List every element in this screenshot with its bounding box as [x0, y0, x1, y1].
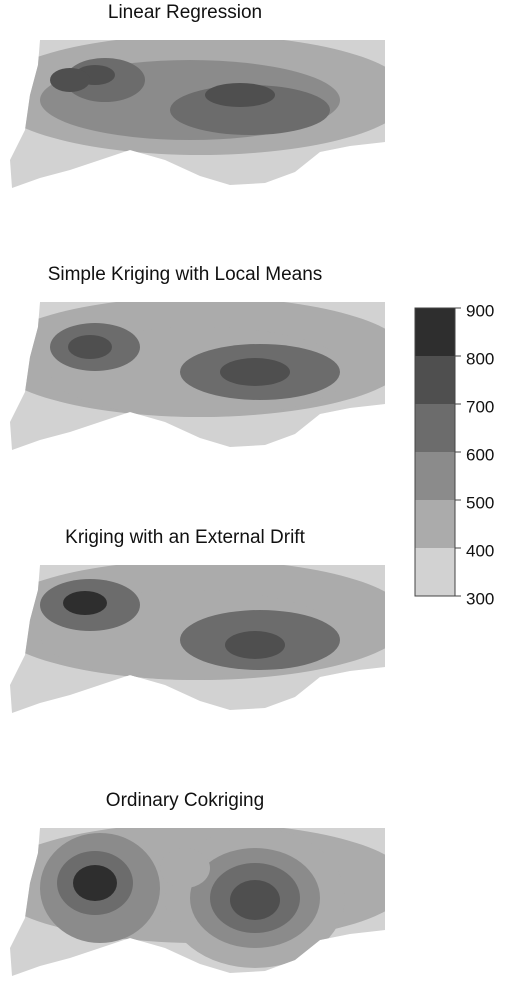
- panel-title: Simple Kriging with Local Means: [48, 264, 323, 285]
- legend-band: [415, 404, 455, 452]
- map-zone: [160, 848, 210, 888]
- map-zone: [50, 68, 90, 92]
- map-zone: [63, 591, 107, 615]
- map-zone: [68, 335, 112, 359]
- map-shading: [0, 35, 410, 155]
- legend-tick-label: 700: [466, 397, 494, 416]
- map-panel: Simple Kriging with Local Means: [0, 264, 410, 450]
- map-shading: [0, 560, 410, 680]
- legend-band: [415, 356, 455, 404]
- legend-band: [415, 500, 455, 548]
- figure: Linear Regression Simple Kriging with Loc…: [0, 0, 512, 988]
- panel-title: Kriging with an External Drift: [65, 527, 305, 548]
- map-zone: [220, 358, 290, 386]
- panel-title: Ordinary Cokriging: [106, 790, 264, 811]
- map-zone: [230, 880, 280, 920]
- map-panel: Ordinary Cokriging: [0, 790, 410, 976]
- legend-tick-label: 300: [466, 589, 494, 608]
- panels: Linear Regression Simple Kriging with Loc…: [0, 2, 410, 976]
- legend-band: [415, 452, 455, 500]
- map-shading: [0, 297, 410, 417]
- map-panel: Kriging with an External Drift: [0, 527, 410, 713]
- legend-band: [415, 308, 455, 356]
- legend-tick-label: 500: [466, 493, 494, 512]
- legend-tick-label: 400: [466, 541, 494, 560]
- map-zone: [73, 865, 117, 901]
- map-zone: [205, 83, 275, 107]
- map-zone: [225, 631, 285, 659]
- legend-tick-label: 800: [466, 349, 494, 368]
- legend: 900 800 700 600 500 400 300: [415, 301, 494, 608]
- legend-band: [415, 548, 455, 596]
- panel-title: Linear Regression: [108, 2, 262, 23]
- map-panel: Linear Regression: [0, 2, 410, 188]
- legend-tick-label: 600: [466, 445, 494, 464]
- legend-tick-label: 900: [466, 301, 494, 320]
